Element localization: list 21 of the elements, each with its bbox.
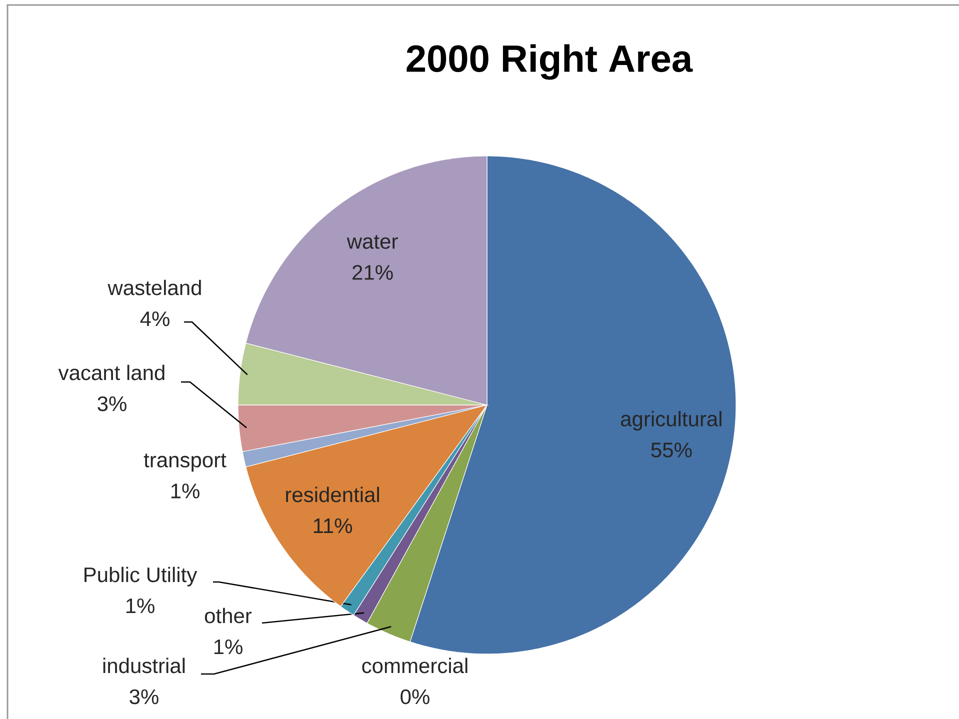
data-label: 1% xyxy=(171,484,200,498)
data-label: 21% xyxy=(352,264,393,280)
chart-title: 2000 Right Area xyxy=(406,44,693,80)
slice-label: wasteland xyxy=(108,280,201,296)
slice-label: vacant land xyxy=(58,364,164,380)
slice-label: transport xyxy=(144,454,226,472)
slice-label: other xyxy=(204,608,252,624)
data-label: 3% xyxy=(130,689,158,704)
category-label: commercial xyxy=(362,658,468,674)
slice-label: agricultural xyxy=(620,410,722,431)
slice-label: residential xyxy=(286,486,379,502)
data-label: 1% xyxy=(126,598,154,614)
data-label: 3% xyxy=(98,396,126,412)
data-label: 1% xyxy=(214,639,242,654)
slice-label: Public Utility xyxy=(84,566,198,586)
text: 0% xyxy=(400,689,430,704)
data-label: 4% xyxy=(140,311,170,326)
slice-label: industrial xyxy=(103,658,185,674)
data-label: 55% xyxy=(651,442,692,458)
slice-label: water xyxy=(346,235,398,249)
data-label: 11% xyxy=(314,518,352,534)
